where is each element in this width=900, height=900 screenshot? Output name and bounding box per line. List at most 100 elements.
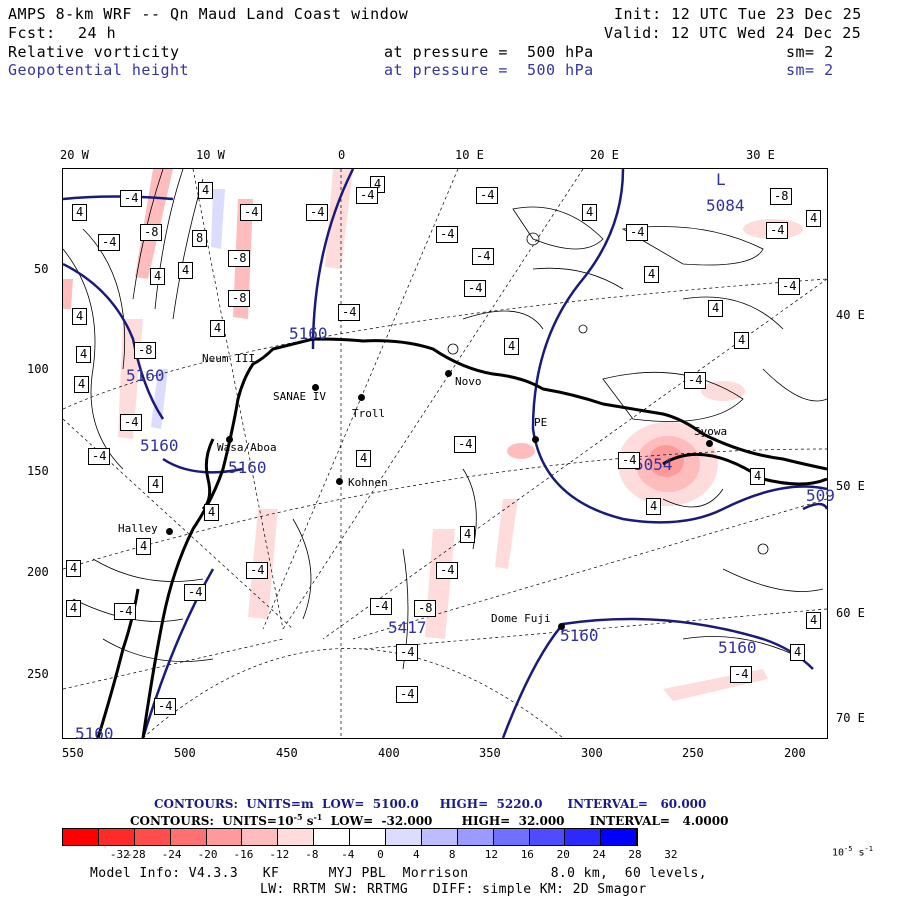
low-center-marker: L xyxy=(716,170,726,189)
colorbar-tick-label: 0 xyxy=(377,848,384,861)
lon-tick-right: 40 E xyxy=(836,308,865,322)
contour-label: 4 xyxy=(790,644,806,661)
colorbar-tick-label: 16 xyxy=(520,848,534,861)
vorticity-contour-info: CONTOURS: UNITS=10-5 s-1 LOW= -32.000 HI… xyxy=(130,812,729,828)
y-tick: 200 xyxy=(27,565,49,579)
contour-label: -4 xyxy=(98,234,121,251)
contour-label: 4 xyxy=(72,204,88,221)
contour-label: 4 xyxy=(708,300,724,317)
colorbar-tick-label: -32 xyxy=(109,848,130,861)
vorticity-colorbar xyxy=(62,828,639,846)
contour-label: -4 xyxy=(626,224,649,241)
colorbar-tick-label: -4 xyxy=(341,848,355,861)
contour-label: -4 xyxy=(472,248,495,265)
station-label: Kohnen xyxy=(348,476,388,489)
station-marker xyxy=(358,394,365,401)
height-label: 5160 xyxy=(228,458,267,477)
contour-label: -4 xyxy=(120,414,143,431)
lon-tick-top: 20 E xyxy=(590,148,619,162)
x-tick: 200 xyxy=(784,746,806,760)
colorbar-swatch xyxy=(242,829,279,845)
colorbar-tick-label: 4 xyxy=(413,848,420,861)
contour-label: 4 xyxy=(204,504,220,521)
contour-label: 4 xyxy=(150,268,166,285)
station-marker xyxy=(166,528,173,535)
contour-label: 4 xyxy=(644,266,660,283)
lon-tick-top: 0 xyxy=(338,148,346,162)
colorbar-swatch xyxy=(63,829,99,845)
height-label: 509 xyxy=(806,486,835,505)
contour-label: 4 xyxy=(806,612,822,629)
colorbar-tick-label: 24 xyxy=(592,848,606,861)
station-label: Halley xyxy=(118,522,158,535)
x-tick: 400 xyxy=(378,746,400,760)
map-title: AMPS 8-km WRF -- Qn Maud Land Coast wind… xyxy=(8,5,409,23)
colorbar-swatch xyxy=(386,829,422,845)
lon-tick-top: 20 W xyxy=(60,148,89,162)
contour-label: -4 xyxy=(356,187,379,204)
station-label: Novo xyxy=(455,375,482,388)
contour-label: 4 xyxy=(460,526,476,543)
colorbar-swatch xyxy=(134,829,171,845)
contour-label: 4 xyxy=(504,338,520,355)
station-label: PE xyxy=(534,416,548,429)
contour-label: -8 xyxy=(140,224,163,241)
contour-label: 4 xyxy=(356,450,372,467)
contour-label: -4 xyxy=(338,304,361,321)
contour-label: -4 xyxy=(184,584,207,601)
colorbar-swatch xyxy=(206,829,243,845)
x-tick: 500 xyxy=(174,746,196,760)
lon-tick-top: 10 E xyxy=(455,148,484,162)
x-tick: 450 xyxy=(276,746,298,760)
contour-label: 4 xyxy=(72,308,88,325)
colorbar-tick-label: 12 xyxy=(484,848,499,861)
valid-time: Valid: 12 UTC Wed 24 Dec 25 xyxy=(604,24,862,42)
colorbar-tick-label: -20 xyxy=(197,848,218,861)
colorbar-swatch xyxy=(314,829,351,845)
colorbar-tick-label: 28 xyxy=(628,848,642,861)
height-label: 5160 xyxy=(560,626,599,645)
lon-tick-right: 60 E xyxy=(836,606,865,620)
height-label: 5160 xyxy=(289,324,328,343)
field-vorticity-level: at pressure = 500 hPa xyxy=(384,43,594,61)
station-marker xyxy=(532,436,539,443)
model-info-line: Model Info: V4.3.3 KF MYJ PBL Morrison 8… xyxy=(90,866,707,881)
x-tick: 350 xyxy=(479,746,501,760)
contour-label: -4 xyxy=(454,436,477,453)
lon-tick-right: 70 E xyxy=(836,711,865,725)
contour-label: 4 xyxy=(750,468,766,485)
contour-label: -4 xyxy=(246,562,269,579)
station-label: Troll xyxy=(352,407,386,420)
contour-label: -4 xyxy=(464,280,487,297)
contour-label: -4 xyxy=(766,222,789,239)
field-vorticity-smoothing: sm= 2 xyxy=(786,43,834,61)
colorbar-tick-label: 32 xyxy=(664,848,678,861)
colorbar-tick-label: -8 xyxy=(305,848,319,861)
forecast-label: Fcst: xyxy=(8,24,56,42)
colorbar-swatch xyxy=(493,829,530,845)
init-time: Init: 12 UTC Tue 23 Dec 25 xyxy=(614,5,862,23)
contour-label: -4 xyxy=(436,562,459,579)
contour-label: -4 xyxy=(154,698,177,715)
colorbar-tick-label: -12 xyxy=(269,848,290,861)
station-label: Wasa/Aboa xyxy=(217,441,277,454)
contour-label: -4 xyxy=(88,448,111,465)
colorbar-tick-label: 20 xyxy=(556,848,570,861)
field-height-smoothing: sm= 2 xyxy=(786,61,834,79)
station-marker xyxy=(226,436,233,443)
contour-label: 4 xyxy=(136,538,152,555)
vorticity-shading xyxy=(63,169,803,701)
contour-label: 4 xyxy=(210,320,226,337)
contour-label: -4 xyxy=(370,598,393,615)
contour-label: 4 xyxy=(198,182,214,199)
contour-label: 4 xyxy=(582,204,598,221)
colorbar-units: 10-5 s-1 xyxy=(832,845,873,859)
colorbar-tick-label: -16 xyxy=(233,848,254,861)
y-tick: 250 xyxy=(27,667,49,681)
contour-label: 4 xyxy=(178,262,194,279)
height-label: 5160 xyxy=(126,366,165,385)
colorbar-swatch xyxy=(170,829,207,845)
contour-label: -4 xyxy=(730,666,753,683)
colorbar-swatch xyxy=(278,829,315,845)
contour-label: -4 xyxy=(396,686,419,703)
